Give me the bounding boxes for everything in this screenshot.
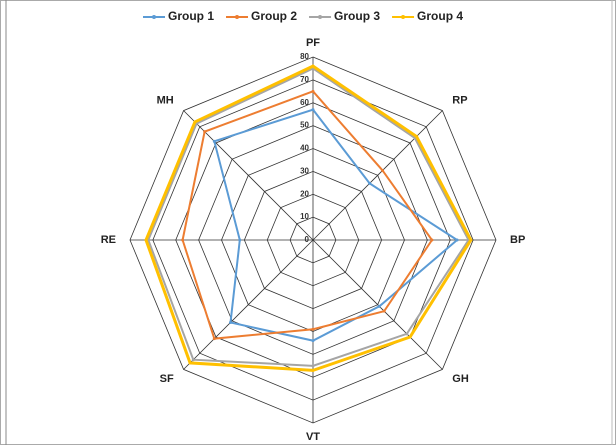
series-point [238, 238, 242, 242]
series-point [229, 320, 233, 324]
spoke [312, 239, 443, 370]
legend-item: Group 4 [392, 9, 463, 23]
series-point [193, 120, 197, 124]
r-tick-label: 60 [300, 98, 309, 107]
spoke [183, 239, 314, 370]
series-point [382, 309, 386, 313]
series-point [368, 181, 372, 185]
r-tick-label: 80 [300, 52, 309, 61]
series-point [311, 89, 315, 93]
series-point [405, 332, 409, 336]
series-point [377, 304, 381, 308]
category-label: SF [160, 373, 174, 385]
spoke [312, 110, 443, 241]
legend-item: Group 3 [309, 9, 380, 23]
r-tick-label: 50 [300, 121, 309, 130]
series-point [430, 238, 434, 242]
plot [144, 64, 473, 372]
category-label: VT [306, 431, 320, 443]
series-point [188, 361, 192, 365]
legend-item: Group 1 [143, 9, 214, 23]
legend-label: Group 1 [168, 9, 214, 23]
series-point [311, 64, 315, 68]
series-point [203, 130, 207, 134]
series-point [381, 168, 385, 172]
legend-item: Group 2 [226, 9, 297, 23]
category-label: BP [510, 234, 525, 246]
series-point [212, 139, 216, 143]
grid: 01020304050607080PFRPBPGHVTSFREMH [101, 37, 526, 443]
r-tick-label: 10 [300, 212, 309, 221]
series-point [415, 134, 419, 138]
legend-label: Group 4 [417, 9, 463, 23]
series-point [311, 364, 315, 368]
series-point [212, 337, 216, 341]
legend-marker [401, 15, 406, 19]
series-point [144, 238, 148, 242]
r-tick-label: 20 [300, 189, 309, 198]
legend-label: Group 2 [251, 9, 297, 23]
series-point [181, 238, 185, 242]
legend-marker [318, 15, 323, 19]
series-point [455, 238, 459, 242]
category-label: MH [157, 95, 174, 107]
series-point [469, 238, 473, 242]
r-tick-label: 30 [300, 166, 309, 175]
category-label: PF [306, 37, 320, 49]
series-point [311, 368, 315, 372]
series-point [311, 108, 315, 112]
r-tick-label: 70 [300, 75, 309, 84]
series-point [311, 339, 315, 343]
legend-marker [152, 15, 156, 19]
legend-label: Group 3 [334, 9, 380, 23]
r-tick-label: 40 [300, 144, 309, 153]
series-point [311, 327, 315, 331]
series-point [191, 358, 195, 362]
category-label: RE [101, 234, 116, 246]
legend: Group 1 Group 2 Group 3 Group 4 [143, 9, 463, 23]
category-label: RP [452, 95, 467, 107]
legend-marker [235, 15, 240, 19]
series-point [408, 335, 412, 339]
category-label: GH [452, 373, 469, 385]
